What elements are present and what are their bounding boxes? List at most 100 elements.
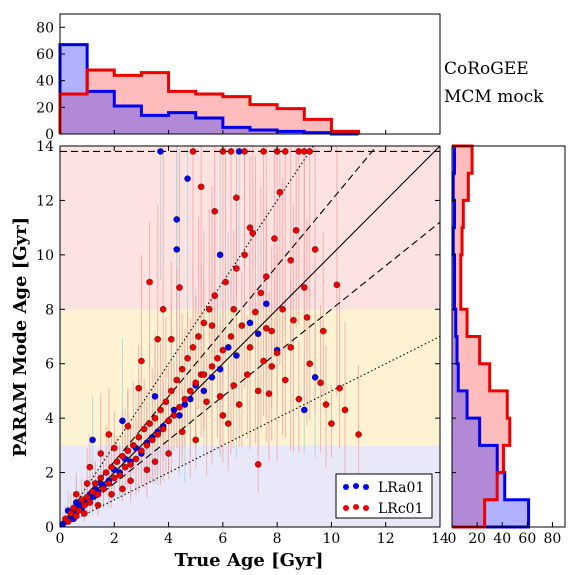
point-lrc01-66	[241, 251, 248, 259]
point-lrc01-37	[162, 398, 170, 406]
point-lrc01-6	[78, 496, 85, 504]
point-lra01-38	[246, 319, 254, 327]
point-lrc01-57	[216, 393, 224, 400]
x-axis-label: True Age [Gyr]	[175, 550, 324, 571]
right-hist-x-tick-label-60: 60	[518, 531, 536, 547]
point-lrc01-143	[200, 371, 208, 378]
point-lrc01-25	[130, 442, 137, 449]
point-lrc01-131	[119, 485, 126, 493]
point-lrc01-14	[100, 485, 107, 493]
point-lra01-39	[254, 330, 262, 338]
point-lrc01-33	[151, 414, 159, 422]
top-hist-fill-lra01	[60, 44, 359, 134]
top-hist-y-tick-label-80: 80	[36, 20, 54, 36]
reference-line-0	[60, 146, 440, 527]
point-lra01-55	[73, 499, 80, 506]
point-lrc01-139	[333, 281, 341, 289]
point-lrc01-11	[92, 480, 99, 487]
point-lrc01-141	[230, 306, 237, 313]
point-lrc01-23	[124, 447, 132, 455]
point-lrc01-104	[197, 183, 205, 191]
point-lrc01-118	[105, 431, 113, 438]
point-lrc01-71	[254, 387, 262, 395]
point-lrc01-82	[290, 316, 297, 324]
point-lrc01-135	[219, 412, 227, 419]
point-lrc01-10	[89, 488, 96, 495]
annotation-line-2: MCM mock	[444, 87, 544, 107]
point-lrc01-111	[208, 322, 216, 329]
y-tick-label-6: 6	[45, 357, 54, 373]
legend-label-lra01: LRa01	[378, 480, 424, 496]
point-lra01-11	[89, 493, 96, 501]
point-lrc01-85	[306, 360, 313, 367]
point-lrc01-95	[227, 148, 235, 155]
right-histogram: 0 20 40 60 80	[448, 144, 566, 547]
point-lrc01-83	[295, 395, 303, 403]
point-lrc01-55	[211, 292, 218, 299]
point-lrc01-35	[157, 406, 164, 414]
point-lrc01-18	[111, 474, 118, 482]
point-lra01-48	[173, 246, 180, 253]
point-lrc01-22	[121, 463, 129, 471]
point-lrc01-43	[178, 365, 186, 373]
legend-box	[335, 473, 433, 519]
point-lrc01-122	[73, 491, 80, 498]
y-tick-label-2: 2	[45, 466, 54, 482]
point-lra01-37	[233, 352, 240, 359]
point-lrc01-136	[268, 363, 275, 370]
point-lrc01-40	[170, 412, 178, 419]
point-lrc01-88	[322, 401, 330, 408]
point-lrc01-108	[276, 189, 284, 196]
point-lrc01-29	[140, 425, 148, 433]
y-tick-label-14: 14	[36, 139, 54, 155]
reference-line-1	[60, 146, 378, 527]
point-lrc01-97	[260, 148, 267, 155]
point-lrc01-12	[94, 491, 102, 498]
point-lrc01-39	[168, 387, 175, 395]
point-lrc01-105	[211, 208, 218, 215]
point-lrc01-21	[119, 452, 126, 460]
y-tick-label-12: 12	[36, 193, 54, 209]
annotation-line-1: CoRoGEE	[444, 59, 529, 79]
legend-marker-lra01	[343, 483, 369, 490]
y-tick-label-4: 4	[45, 411, 54, 427]
x-tick-label-4: 4	[164, 531, 173, 547]
point-lrc01-54	[208, 363, 216, 370]
point-lra01-28	[170, 406, 178, 414]
point-lrc01-62	[230, 382, 237, 389]
legend-marker-lrc01	[343, 504, 369, 511]
point-lrc01-41	[173, 376, 180, 384]
top-hist-y-tick-label-20: 20	[36, 100, 54, 116]
top-hist-y-tick-label-60: 60	[36, 47, 54, 63]
point-lrc01-2	[67, 510, 75, 517]
reference-line-4	[60, 336, 440, 527]
point-lrc01-49	[195, 333, 202, 340]
point-lrc01-84	[301, 284, 308, 291]
point-lrc01-74	[263, 273, 270, 280]
right-hist-fill-lra01	[452, 146, 529, 527]
point-lrc01-117	[135, 384, 142, 392]
legend-label-lrc01: LRc01	[378, 501, 424, 517]
point-lrc01-32	[149, 436, 156, 444]
point-lrc01-123	[86, 463, 94, 471]
point-lra01-46	[151, 393, 159, 400]
x-tick-label-12: 12	[377, 531, 395, 547]
point-lrc01-38	[165, 417, 172, 425]
point-lrc01-77	[271, 235, 278, 242]
point-lrc01-142	[263, 325, 270, 332]
top-histogram: 0 20 40 60 80	[36, 13, 441, 143]
point-lrc01-26	[132, 455, 140, 463]
point-lrc01-3	[70, 504, 77, 512]
y-tick-label-10: 10	[36, 248, 54, 264]
top-hist-step-lra01	[58, 43, 359, 136]
point-lrc01-109	[292, 227, 300, 234]
right-hist-frame	[451, 145, 566, 528]
point-lrc01-70	[252, 308, 259, 316]
point-lrc01-15	[102, 469, 110, 476]
point-lrc01-9	[86, 499, 94, 506]
point-lrc01-138	[303, 314, 311, 321]
scatter-frame	[59, 145, 441, 528]
point-lrc01-48	[192, 379, 199, 387]
top-hist-frame	[59, 13, 441, 135]
legend: LRa01 LRc01	[335, 473, 433, 519]
